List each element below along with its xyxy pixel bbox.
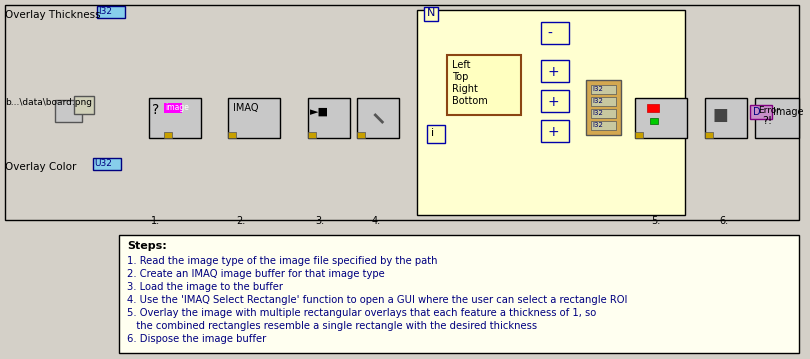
Text: ►■: ►■ (309, 107, 329, 117)
Bar (119, 235, 799, 353)
Text: 3.: 3. (316, 216, 325, 226)
Text: N: N (427, 8, 435, 18)
Text: I32: I32 (593, 122, 603, 128)
Text: image: image (164, 103, 189, 112)
Bar (590, 97, 616, 106)
Text: I32: I32 (593, 86, 603, 92)
Text: 1.: 1. (151, 216, 160, 226)
Text: -: - (547, 27, 552, 41)
Bar (647, 104, 659, 112)
Bar (447, 55, 522, 115)
Text: b...\data\board.png: b...\data\board.png (5, 98, 92, 107)
Text: IMAQ: IMAQ (233, 103, 259, 113)
Text: ?: ? (152, 103, 160, 117)
Bar (705, 132, 713, 138)
Text: +: + (547, 65, 559, 79)
Bar (93, 158, 122, 170)
Text: Right: Right (452, 84, 478, 94)
Bar (650, 118, 659, 124)
Bar (705, 98, 747, 138)
Bar (75, 96, 94, 114)
Text: I32: I32 (98, 7, 113, 16)
Bar (636, 98, 687, 138)
Text: 5. Overlay the image with multiple rectangular overlays that each feature a thic: 5. Overlay the image with multiple recta… (127, 308, 596, 318)
Text: 5.: 5. (651, 216, 661, 226)
Bar (308, 132, 316, 138)
Text: Overlay Color: Overlay Color (5, 162, 76, 172)
Bar (149, 98, 201, 138)
Bar (164, 103, 181, 113)
Text: +: + (547, 125, 559, 139)
Bar (5, 5, 799, 220)
Text: 2.: 2. (237, 216, 245, 226)
Text: Top: Top (452, 72, 468, 82)
Bar (750, 105, 772, 119)
Bar (541, 120, 569, 142)
Bar (586, 80, 620, 135)
Bar (590, 85, 616, 94)
Text: the combined rectangles resemble a single rectangle with the desired thickness: the combined rectangles resemble a singl… (127, 321, 537, 331)
Bar (636, 132, 643, 138)
Bar (541, 60, 569, 82)
Text: Steps:: Steps: (127, 241, 167, 251)
Text: 2. Create an IMAQ image buffer for that image type: 2. Create an IMAQ image buffer for that … (127, 269, 385, 279)
Bar (357, 98, 399, 138)
Bar (590, 121, 616, 130)
Text: D: D (752, 107, 761, 117)
Text: U32: U32 (94, 159, 113, 168)
Bar (427, 125, 445, 143)
Bar (590, 109, 616, 118)
Text: Overlay Thickness: Overlay Thickness (5, 10, 100, 20)
Text: I32: I32 (593, 98, 603, 104)
Bar (541, 90, 569, 112)
Text: ■: ■ (713, 106, 729, 124)
Text: ?!: ?! (762, 116, 773, 126)
Text: i: i (431, 128, 434, 138)
Text: 6.: 6. (719, 216, 728, 226)
Text: 4.: 4. (371, 216, 381, 226)
Bar (228, 132, 237, 138)
Bar (164, 132, 172, 138)
Bar (308, 98, 350, 138)
Text: Bottom: Bottom (452, 96, 488, 106)
Text: 3. Load the image to the buffer: 3. Load the image to the buffer (127, 282, 284, 292)
Text: 4. Use the 'IMAQ Select Rectangle' function to open a GUI where the user can sel: 4. Use the 'IMAQ Select Rectangle' funct… (127, 295, 628, 305)
Bar (541, 22, 569, 44)
Bar (97, 6, 125, 18)
Text: +: + (547, 95, 559, 109)
Bar (755, 98, 799, 138)
Bar (228, 98, 280, 138)
Bar (54, 100, 83, 122)
Bar (357, 132, 365, 138)
Text: Left: Left (452, 60, 471, 70)
Text: 1. Read the image type of the image file specified by the path: 1. Read the image type of the image file… (127, 256, 437, 266)
Bar (417, 10, 685, 215)
Bar (424, 7, 438, 21)
Text: I32: I32 (593, 110, 603, 116)
Text: Error: Error (757, 106, 780, 115)
Text: 6. Dispose the image buffer: 6. Dispose the image buffer (127, 334, 266, 344)
Text: Image: Image (773, 107, 803, 117)
